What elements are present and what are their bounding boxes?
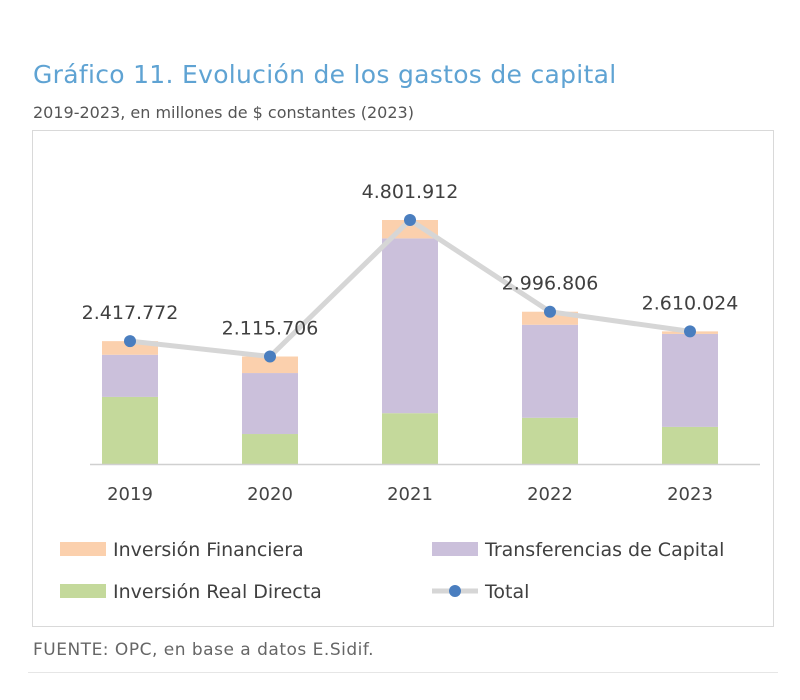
chart-subtitle: 2019-2023, en millones de $ constantes (… [33, 103, 414, 122]
x-tick-label: 2023 [667, 484, 713, 505]
legend-label: Inversión Financiera [113, 539, 304, 561]
x-tick-label: 2021 [387, 484, 433, 505]
bar-2020-transferencias-de-capital [242, 373, 298, 435]
legend-label: Inversión Real Directa [113, 581, 322, 603]
data-label: 2.610.024 [642, 292, 739, 314]
data-label: 2.417.772 [82, 302, 179, 324]
bar-2021-transferencias-de-capital [382, 238, 438, 414]
data-label: 2.115.706 [222, 317, 319, 339]
legend-swatch [60, 542, 106, 556]
x-tick-label: 2020 [247, 484, 293, 505]
bar-2022-inversión-real-directa [522, 417, 578, 464]
legend-marker [449, 585, 461, 597]
legend-swatch [60, 584, 106, 598]
total-point [124, 335, 136, 348]
bar-2020-inversión-real-directa [242, 434, 298, 464]
data-label: 4.801.912 [362, 181, 459, 203]
total-point [544, 305, 556, 318]
chart-frame [32, 130, 774, 627]
legend-swatch [432, 542, 478, 556]
bar-2022-transferencias-de-capital [522, 324, 578, 418]
x-tick-label: 2019 [107, 484, 153, 505]
total-point [264, 350, 276, 363]
bar-2019-inversión-real-directa [102, 396, 158, 464]
data-label: 2.996.806 [502, 273, 599, 295]
bar-2023-inversión-real-directa [662, 426, 718, 464]
x-tick-label: 2022 [527, 484, 573, 505]
chart-title: Gráfico 11. Evolución de los gastos de c… [33, 60, 617, 89]
legend-label: Total [484, 581, 529, 603]
bar-2023-transferencias-de-capital [662, 333, 718, 427]
divider [28, 672, 778, 673]
bar-2019-transferencias-de-capital [102, 354, 158, 397]
total-point [404, 214, 416, 226]
source-note: FUENTE: OPC, en base a datos E.Sidif. [33, 640, 374, 660]
bar-2020-inversión-financiera [242, 356, 298, 374]
total-point [684, 325, 696, 338]
legend-label: Transferencias de Capital [484, 539, 724, 561]
bar-2021-inversión-real-directa [382, 413, 438, 464]
